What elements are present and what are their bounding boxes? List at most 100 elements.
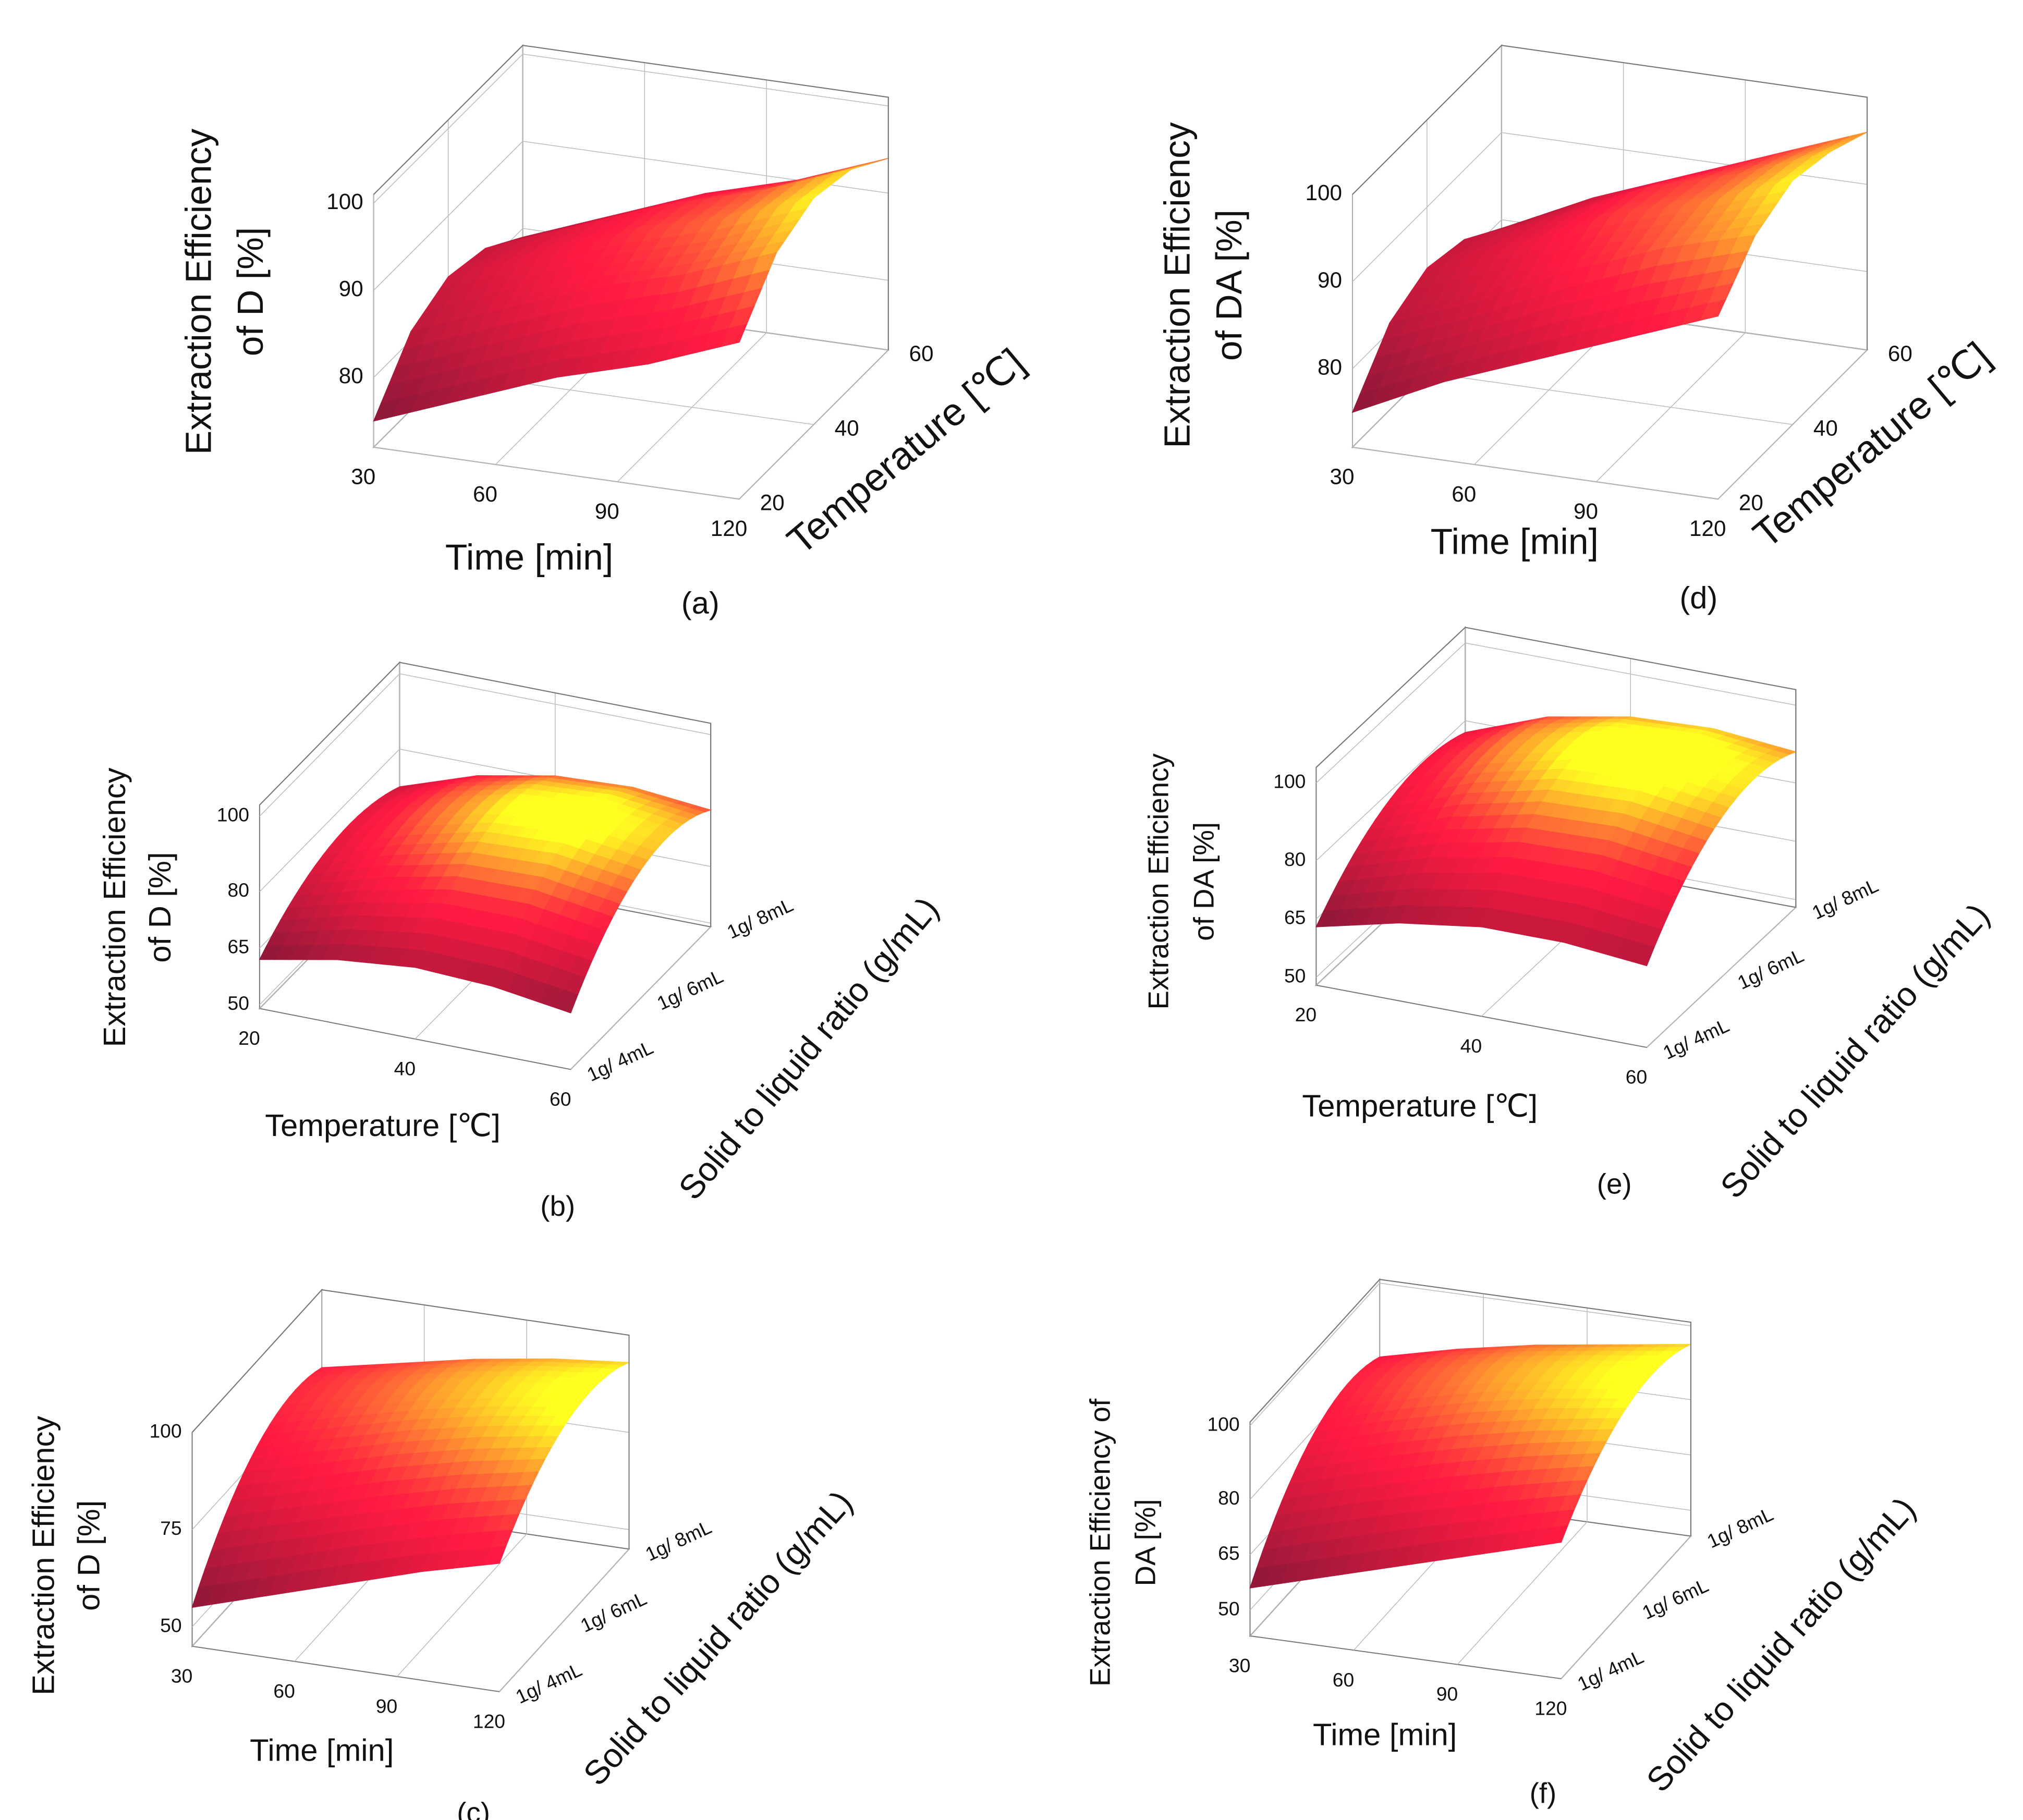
- panel-label: (d): [1679, 580, 1717, 615]
- z-tick-label: 65: [1284, 907, 1306, 929]
- z-tick-label: 80: [1318, 355, 1342, 380]
- z-axis-title: Extraction Efficiency: [26, 1416, 60, 1695]
- y-tick-label: 1g/ 6mL: [1734, 944, 1807, 994]
- x-tick-label: 90: [376, 1695, 397, 1717]
- z-tick-label: 80: [1218, 1487, 1239, 1509]
- y-tick-label: 1g/ 8mL: [1809, 874, 1882, 924]
- x-tick-label: 120: [1534, 1697, 1567, 1719]
- y-tick-label: 1g/ 8mL: [1704, 1503, 1777, 1553]
- x-tick-label: 40: [1460, 1035, 1482, 1057]
- x-tick-label: 60: [1333, 1669, 1354, 1691]
- y-tick-label: 1g/ 8mL: [724, 894, 797, 943]
- x-axis-title: Temperature [℃]: [265, 1108, 501, 1143]
- x-tick-label: 20: [238, 1027, 260, 1049]
- z-tick-label: 100: [217, 804, 249, 826]
- z-tick-label: 80: [227, 879, 249, 901]
- panel-label: (e): [1597, 1168, 1632, 1200]
- x-tick-label: 60: [273, 1680, 295, 1702]
- z-tick-label: 50: [1218, 1597, 1239, 1619]
- panel-label: (b): [540, 1190, 575, 1222]
- x-tick-label: 30: [351, 465, 375, 489]
- x-tick-label: 120: [711, 516, 748, 541]
- z-axis-title: of DA [%]: [1209, 210, 1249, 361]
- x-axis-title: Time [min]: [1431, 521, 1599, 562]
- surface-cell: [1315, 909, 1341, 927]
- x-tick-label: 90: [1574, 499, 1598, 523]
- y-axis-title: Solid to liquid ratio (g/mL): [671, 889, 946, 1206]
- z-tick-label: 80: [339, 363, 363, 388]
- x-axis-title: Time [min]: [250, 1732, 394, 1767]
- x-axis-title: Time [min]: [445, 537, 613, 578]
- box-edge: [191, 1289, 630, 1549]
- x-tick-label: 20: [1295, 1004, 1317, 1025]
- panel-label: (a): [681, 585, 720, 620]
- surface-cell: [1249, 1566, 1273, 1589]
- y-tick-label: 40: [1813, 416, 1838, 440]
- z-axis-title: of DA [%]: [1187, 822, 1220, 941]
- y-tick-label: 1g/ 6mL: [653, 965, 726, 1015]
- x-tick-label: 60: [550, 1088, 571, 1110]
- z-tick-label: 65: [1218, 1542, 1239, 1564]
- y-tick-label: 40: [835, 416, 859, 440]
- panel-label: (c): [457, 1797, 490, 1820]
- x-tick-label: 40: [394, 1057, 416, 1079]
- x-tick-label: 90: [595, 499, 619, 523]
- z-tick-label: 100: [326, 189, 363, 214]
- z-axis-title: Extraction Efficiency: [178, 129, 218, 455]
- z-tick-label: 90: [339, 276, 363, 301]
- x-grid-line: [739, 97, 889, 499]
- y-tick-label: 1g/ 4mL: [1660, 1014, 1733, 1064]
- box-edge: [1249, 1279, 1691, 1536]
- y-grid-line: [373, 194, 739, 500]
- box-edge: [1352, 44, 1868, 350]
- x-tick-label: 120: [473, 1710, 505, 1732]
- z-axis-title: Extraction Efficiency: [1142, 753, 1174, 1009]
- x-tick-label: 30: [171, 1665, 192, 1687]
- surface-cell: [373, 398, 400, 422]
- x-tick-label: 30: [1229, 1654, 1250, 1676]
- z-tick-label: 100: [1207, 1413, 1239, 1435]
- x-tick-label: 90: [1436, 1683, 1458, 1705]
- y-axis-title: Solid to liquid ratio (g/mL): [1713, 896, 1997, 1205]
- y-tick-label: 20: [760, 490, 785, 515]
- y-grid-line: [1352, 194, 1719, 500]
- x-tick-label: 30: [1330, 465, 1355, 489]
- panel-label: (f): [1530, 1777, 1557, 1809]
- z-tick-label: 50: [227, 992, 249, 1014]
- z-axis-title: of D [%]: [230, 227, 271, 357]
- z-axis-title: DA [%]: [1129, 1499, 1162, 1586]
- box-edge: [259, 662, 712, 927]
- surface-cell: [259, 945, 283, 960]
- y-tick-label: 20: [1739, 490, 1763, 515]
- z-axis-title: of D [%]: [142, 852, 177, 962]
- y-axis-title: Temperature [℃]: [779, 340, 1032, 563]
- z-tick-label: 50: [160, 1614, 181, 1636]
- y-tick-label: 1g/ 8mL: [642, 1516, 715, 1565]
- box-edge: [1315, 627, 1797, 908]
- y-axis-title: Solid to liquid ratio (g/mL): [1639, 1489, 1923, 1799]
- surface-cell: [1351, 388, 1379, 413]
- z-tick-label: 65: [227, 936, 249, 958]
- z-tick-label: 75: [160, 1517, 181, 1539]
- z-axis-title: Extraction Efficiency: [1157, 122, 1198, 448]
- box-edge: [373, 44, 889, 350]
- x-tick-label: 60: [1452, 482, 1476, 506]
- y-tick-label: 60: [909, 341, 934, 365]
- y-axis-title: Temperature [℃]: [1745, 333, 1998, 556]
- y-tick-label: 1g/ 4mL: [583, 1036, 656, 1085]
- x-tick-label: 120: [1689, 516, 1726, 541]
- z-tick-label: 100: [1273, 771, 1306, 792]
- panel: 80 90 100 30 60 90 120 20 40 60 Extraction Efficie…: [1157, 44, 1998, 615]
- z-tick-label: 100: [1306, 180, 1343, 205]
- z-tick-label: 90: [1318, 267, 1342, 292]
- z-axis-title: of D [%]: [71, 1500, 106, 1611]
- x-axis-title: Time [min]: [1313, 1717, 1457, 1752]
- panel: 80 90 100 30 60 90 120 20 40 60 Extraction Efficie…: [178, 44, 1032, 620]
- y-axis-title: Solid to liquid ratio (g/mL): [576, 1483, 860, 1792]
- surface-cell: [191, 1584, 215, 1608]
